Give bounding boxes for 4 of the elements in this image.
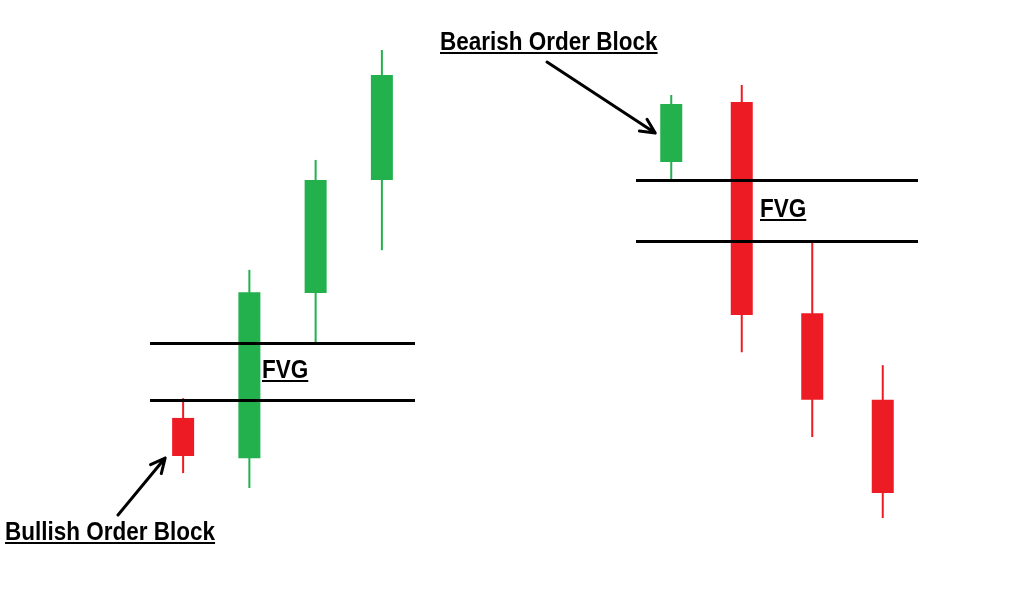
annotation: FVG [262, 354, 309, 384]
text: Bearish Order Block [440, 27, 658, 56]
annotation: FVG [760, 193, 807, 223]
text: Bullish Order Block [5, 517, 216, 546]
